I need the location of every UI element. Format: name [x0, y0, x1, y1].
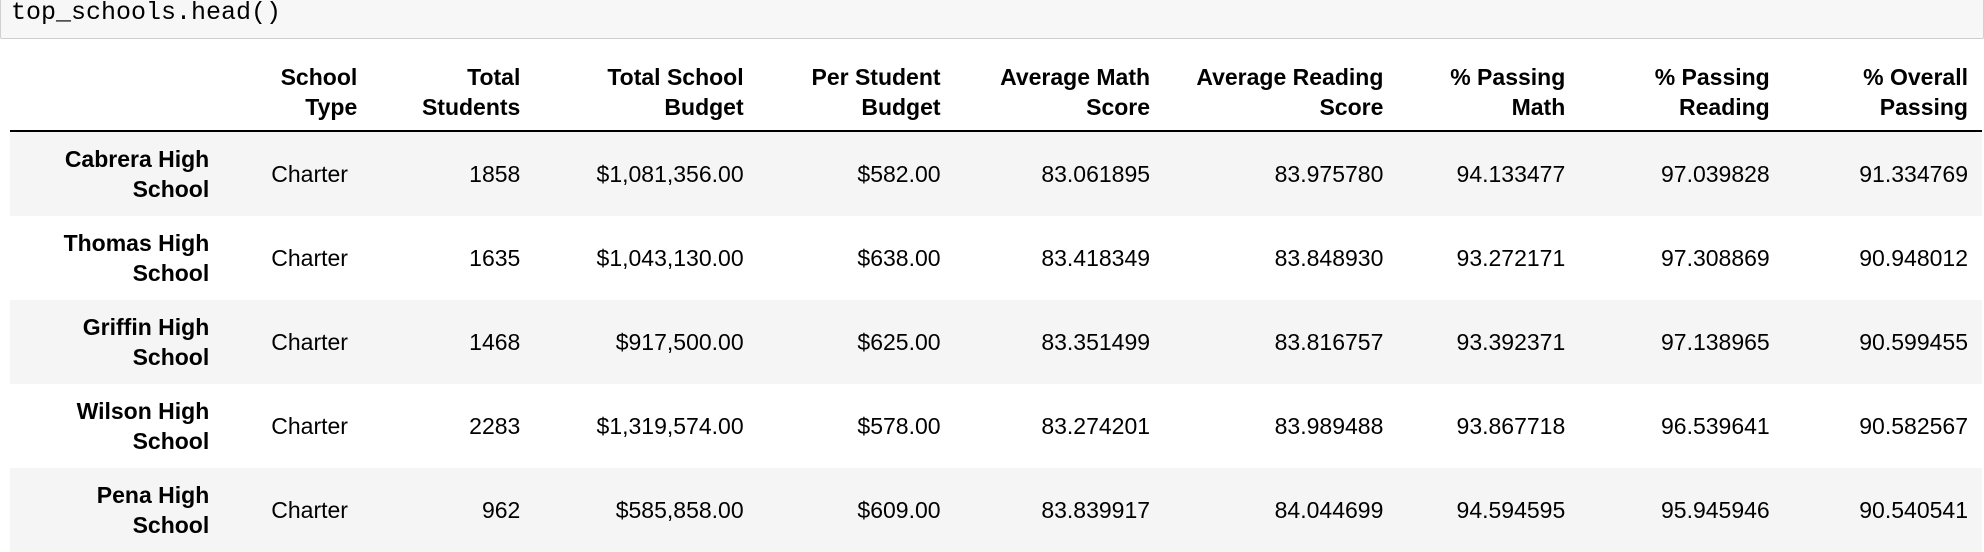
table-cell: Charter: [271, 497, 348, 523]
table-cell: 83.816757: [1274, 329, 1384, 355]
table-cell: 97.039828: [1661, 161, 1770, 187]
table-row: Griffin High School Charter 1468 $917,50…: [10, 300, 1982, 384]
table-cell: Charter: [271, 245, 348, 271]
table-cell: 91.334769: [1859, 161, 1968, 187]
column-header: Average Math Score: [954, 52, 1165, 132]
table-cell: 83.061895: [1041, 161, 1151, 187]
code-cell[interactable]: top_schools.head(): [0, 0, 1984, 39]
table-cell: 90.582567: [1859, 413, 1968, 439]
table-cell: 97.138965: [1661, 329, 1770, 355]
table-cell: 95.945946: [1661, 497, 1770, 523]
table-cell: Charter: [271, 161, 348, 187]
table-cell: 97.308869: [1661, 245, 1770, 271]
table-cell: $917,500.00: [615, 329, 744, 355]
table-cell: 83.989488: [1274, 413, 1384, 439]
table-cell: 93.272171: [1456, 245, 1566, 271]
table-cell: 93.867718: [1456, 413, 1566, 439]
table-cell: $609.00: [857, 497, 941, 523]
table-row: Cabrera High School Charter 1858 $1,081,…: [10, 131, 1982, 216]
row-index-label: Pena High School: [96, 482, 210, 538]
column-header: % Overall Passing: [1783, 52, 1982, 132]
table-cell: 83.418349: [1041, 245, 1151, 271]
table-cell: 2283: [469, 413, 521, 439]
table-cell: 90.948012: [1859, 245, 1968, 271]
row-index-label: Griffin High School: [82, 314, 210, 370]
table-cell: 94.594595: [1456, 497, 1566, 523]
table-cell: $625.00: [857, 329, 941, 355]
header-row: School Type Total Students Total School …: [10, 52, 1982, 132]
row-index-label: Wilson High School: [76, 398, 210, 454]
table-cell: 1468: [469, 329, 521, 355]
table-cell: 962: [481, 497, 521, 523]
table-cell: 83.351499: [1041, 329, 1151, 355]
column-header: % Passing Math: [1397, 52, 1580, 132]
table-cell: 90.599455: [1859, 329, 1968, 355]
table-cell: $1,043,130.00: [596, 245, 744, 271]
column-header: Total Students: [371, 52, 535, 132]
table-cell: 96.539641: [1661, 413, 1770, 439]
table-row: Thomas High School Charter 1635 $1,043,1…: [10, 216, 1982, 300]
table-cell: 83.274201: [1041, 413, 1151, 439]
table-cell: 83.975780: [1274, 161, 1384, 187]
table-cell: $585,858.00: [615, 497, 744, 523]
table-cell: $638.00: [857, 245, 941, 271]
column-header: % Passing Reading: [1579, 52, 1784, 132]
table-row: Wilson High School Charter 2283 $1,319,5…: [10, 384, 1982, 468]
column-header: Total School Budget: [534, 52, 758, 132]
table-row: Pena High School Charter 962 $585,858.00…: [10, 468, 1982, 552]
table-cell: 1635: [469, 245, 521, 271]
table-cell: Charter: [271, 329, 348, 355]
table-cell: 93.392371: [1456, 329, 1566, 355]
code-input[interactable]: top_schools.head(): [11, 0, 282, 27]
table-cell: $582.00: [857, 161, 941, 187]
table-cell: $1,081,356.00: [596, 161, 744, 187]
table-cell: 83.839917: [1041, 497, 1151, 523]
column-header: Per Student Budget: [757, 52, 955, 132]
column-header: School Type: [223, 52, 372, 132]
table-cell: 83.848930: [1274, 245, 1384, 271]
index-header: [10, 52, 224, 132]
table-cell: 84.044699: [1274, 497, 1384, 523]
table-cell: $578.00: [857, 413, 941, 439]
row-index-label: Thomas High School: [63, 230, 210, 286]
column-header: Average Reading Score: [1164, 52, 1398, 132]
dataframe-table: School Type Total Students Total School …: [10, 52, 1982, 552]
table-cell: 94.133477: [1456, 161, 1566, 187]
table-cell: 1858: [469, 161, 521, 187]
table-cell: 90.540541: [1859, 497, 1968, 523]
table-cell: $1,319,574.00: [596, 413, 744, 439]
table-cell: Charter: [271, 413, 348, 439]
row-index-label: Cabrera High School: [64, 146, 210, 202]
